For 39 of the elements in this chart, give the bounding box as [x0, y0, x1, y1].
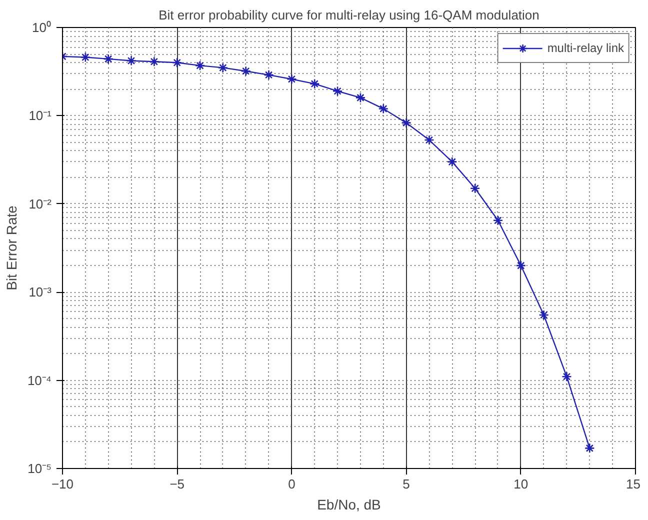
point	[264, 70, 274, 80]
x-tick-label: 5	[402, 476, 410, 492]
point	[492, 215, 504, 226]
point	[218, 62, 228, 73]
x-tick-label: 10	[514, 476, 528, 492]
y-axis-title: Bit Error Rate	[3, 205, 20, 290]
point	[80, 52, 91, 62]
point	[562, 372, 572, 382]
point	[538, 310, 549, 320]
point	[516, 260, 526, 271]
point	[286, 74, 297, 84]
point	[424, 134, 434, 146]
point	[194, 60, 206, 71]
y-tick-label: 10⁻³	[28, 284, 52, 300]
point	[332, 86, 343, 96]
x-axis-title: Eb/No, dB	[317, 496, 381, 512]
y-tick-label: 10⁻⁴	[27, 372, 52, 388]
y-tick-label: 10⁰	[32, 20, 52, 35]
y-tick-label: 10⁻⁵	[28, 461, 52, 476]
point	[172, 57, 182, 68]
point	[126, 56, 136, 66]
point	[470, 183, 480, 194]
point	[584, 443, 595, 454]
y-tick-label: 10⁻¹	[28, 108, 52, 124]
x-tick-label: −10	[51, 476, 74, 492]
chart-title: Bit error probability curve for multi-relay using 16-QAM modulation	[158, 8, 540, 22]
point	[240, 66, 252, 76]
point	[401, 118, 412, 128]
point	[378, 104, 389, 114]
x-tick-label: 0	[288, 476, 296, 492]
x-tick-label: −5	[170, 476, 185, 492]
point	[446, 156, 458, 167]
x-tick-label: 15	[626, 476, 641, 492]
point	[355, 92, 366, 103]
point	[309, 78, 320, 89]
y-tick-label: 10⁻²	[28, 196, 52, 212]
point	[149, 56, 160, 67]
point	[103, 54, 114, 64]
legend-label: multi-relay link	[547, 41, 624, 55]
